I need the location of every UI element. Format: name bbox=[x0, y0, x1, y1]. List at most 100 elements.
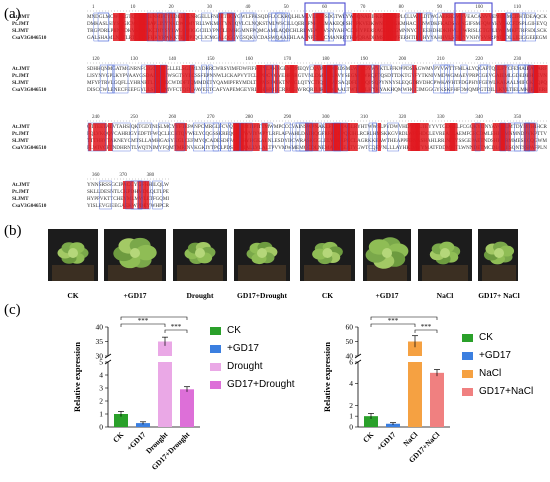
similar-region bbox=[499, 122, 507, 152]
similar-region bbox=[461, 12, 480, 42]
y-tick-label: 5 bbox=[99, 358, 103, 367]
x-tick-label: CK bbox=[111, 430, 125, 444]
ruler-tick: 30 bbox=[207, 5, 213, 10]
similar-region bbox=[212, 122, 219, 152]
ruler-tick: 270 bbox=[207, 115, 215, 120]
conserved-region bbox=[113, 13, 126, 41]
ruler-tick: 10 bbox=[130, 5, 136, 10]
legend-swatch bbox=[210, 344, 221, 353]
ruler-tick: 260 bbox=[169, 115, 177, 120]
similar-region bbox=[175, 122, 185, 152]
ruler-tick: 300 bbox=[322, 115, 330, 120]
conserved-region bbox=[218, 13, 224, 41]
alignment-block: 360370380At.JMTYNNSRSSGCIPACCYGFHHILQLWP… bbox=[12, 173, 170, 210]
sequence-name: Sl.JMT bbox=[12, 138, 29, 144]
conserved-region bbox=[471, 123, 485, 151]
ruler-tick: 130 bbox=[130, 57, 138, 62]
similar-region bbox=[511, 12, 526, 42]
similar-region bbox=[265, 64, 273, 94]
conserved-region bbox=[373, 13, 385, 41]
y-axis-label: Relative expression bbox=[72, 342, 82, 412]
bar bbox=[136, 423, 150, 427]
similar-region bbox=[387, 122, 400, 152]
similar-region bbox=[201, 12, 212, 42]
sequence-name: CsaV3G046510 bbox=[12, 35, 47, 41]
ruler-tick: 380 bbox=[147, 173, 155, 178]
similar-region bbox=[107, 64, 113, 94]
similar-region bbox=[97, 12, 109, 42]
similar-region bbox=[239, 12, 257, 42]
conserved-region bbox=[323, 65, 337, 93]
legend-label: CK bbox=[479, 332, 493, 343]
legend-swatch bbox=[210, 326, 221, 335]
legend-item: Drought bbox=[210, 361, 263, 372]
panel-label-b: (b) bbox=[4, 223, 22, 239]
ruler-tick: 20 bbox=[169, 5, 175, 10]
similar-region bbox=[228, 122, 240, 152]
similar-region bbox=[433, 64, 448, 94]
conserved-region bbox=[501, 13, 507, 41]
y-tick-label: 1 bbox=[349, 412, 353, 421]
conserved-region bbox=[264, 65, 274, 93]
similar-region bbox=[507, 122, 521, 152]
similar-region bbox=[240, 122, 253, 152]
conserved-region bbox=[373, 65, 380, 93]
ruler-tick: 110 bbox=[514, 5, 522, 10]
significance-bracket bbox=[164, 329, 188, 333]
sequence-name: At.JMT bbox=[12, 14, 30, 20]
conserved-region bbox=[137, 181, 146, 209]
bar-break bbox=[408, 356, 422, 362]
conserved-region bbox=[256, 65, 267, 93]
y-tick-label: 4 bbox=[349, 379, 353, 388]
conserved-region bbox=[88, 123, 92, 151]
conserved-region bbox=[496, 13, 506, 41]
similar-region bbox=[506, 12, 511, 42]
legend-swatch bbox=[462, 351, 473, 360]
plant-photo bbox=[48, 229, 98, 281]
similar-region bbox=[284, 122, 291, 152]
legend-drought: CK +GD17 Drought GD17+Drought bbox=[210, 325, 310, 415]
legend-label: Drought bbox=[227, 361, 263, 372]
similar-region bbox=[141, 64, 156, 94]
legend-swatch bbox=[462, 387, 473, 396]
similar-region bbox=[99, 180, 113, 210]
plant-label: NaCl bbox=[436, 291, 454, 300]
similar-region bbox=[343, 12, 352, 42]
legend-label: +GD17 bbox=[227, 343, 259, 354]
sequence-name: Pt.JMT bbox=[12, 21, 30, 27]
conserved-region bbox=[416, 13, 423, 41]
y-tick-label: 2 bbox=[99, 397, 103, 406]
similar-region bbox=[220, 122, 231, 152]
ruler-tick: 280 bbox=[245, 115, 253, 120]
ruler-tick: 370 bbox=[119, 173, 127, 178]
conserved-region bbox=[130, 13, 141, 41]
ruler-tick: 170 bbox=[284, 57, 292, 62]
conserved-region bbox=[347, 123, 358, 151]
similar-region bbox=[357, 64, 375, 94]
plant-photo bbox=[418, 229, 472, 281]
sequence-name: Pt.JMT bbox=[12, 189, 30, 195]
ruler-tick: 90 bbox=[437, 5, 443, 10]
conserved-region bbox=[512, 13, 520, 41]
ruler-tick: 360 bbox=[92, 173, 100, 178]
conserved-region bbox=[480, 13, 493, 41]
conserved-region bbox=[304, 13, 309, 41]
conserved-region bbox=[534, 65, 538, 93]
ruler-tick: 200 bbox=[399, 57, 407, 62]
plant-label: GD17+Drought bbox=[237, 291, 287, 300]
significance-bracket bbox=[370, 323, 416, 327]
similar-region bbox=[137, 122, 153, 152]
sequence-alignment: 1102030405060708090100110At.JMTMNDGLMCWP… bbox=[12, 2, 548, 210]
significance-bracket bbox=[120, 316, 188, 320]
conserved-region bbox=[233, 123, 243, 151]
conserved-region bbox=[226, 13, 235, 41]
y-tick-label: 30 bbox=[96, 352, 104, 361]
significance-label: *** bbox=[138, 317, 149, 325]
significance-label: *** bbox=[171, 323, 182, 331]
similar-region bbox=[152, 180, 163, 210]
y-tick-label: 0 bbox=[349, 423, 353, 432]
conserved-region bbox=[152, 13, 168, 41]
similar-region bbox=[276, 12, 290, 42]
plant-photo bbox=[104, 229, 166, 281]
